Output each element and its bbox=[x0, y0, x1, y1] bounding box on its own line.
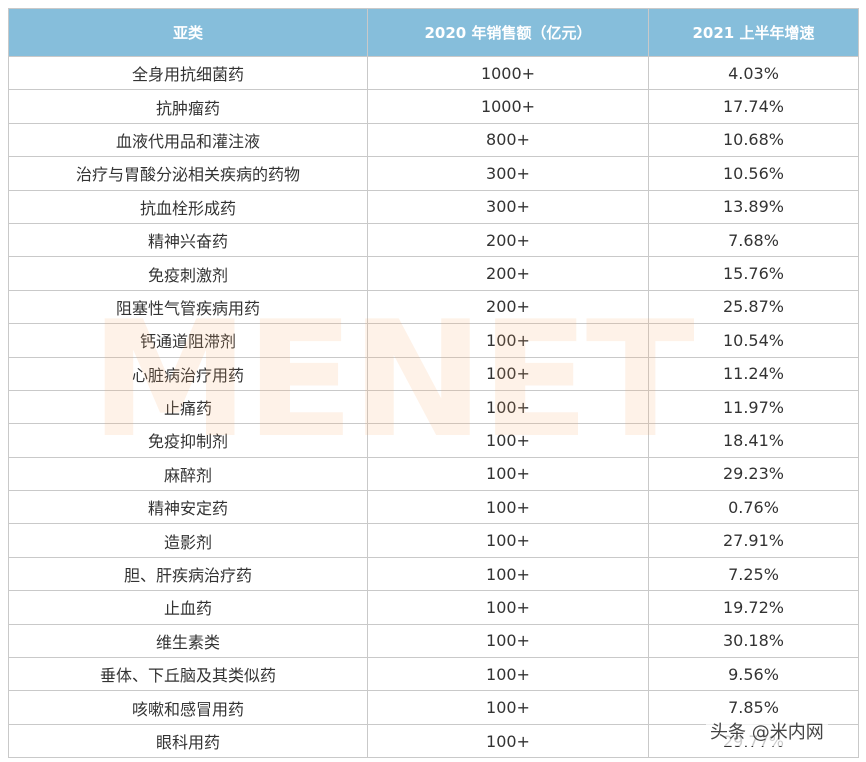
table-row: 造影剂 100+ 27.91% bbox=[8, 523, 859, 558]
table-cell: 200+ bbox=[367, 222, 649, 258]
table-cell: 100+ bbox=[367, 456, 649, 492]
table-row: 抗血栓形成药 300+ 13.89% bbox=[8, 189, 859, 224]
table-cell: 0.76% bbox=[648, 490, 859, 525]
table-row: 阻塞性气管疾病用药 200+ 25.87% bbox=[8, 289, 859, 325]
table-cell: 17.74% bbox=[648, 89, 859, 124]
table-cell: 30.18% bbox=[648, 623, 859, 659]
table-row: 治疗与胃酸分泌相关疾病的药物 300+ 10.56% bbox=[8, 156, 859, 191]
table-cell: 垂体、下丘脑及其类似药 bbox=[8, 657, 368, 692]
table-cell: 27.91% bbox=[648, 523, 859, 558]
table-cell: 4.03% bbox=[648, 55, 859, 91]
table-cell: 18.41% bbox=[648, 423, 859, 458]
table-row: 血液代用品和灌注液 800+ 10.68% bbox=[8, 122, 859, 158]
table-cell: 100+ bbox=[367, 556, 649, 592]
table-cell: 100+ bbox=[367, 623, 649, 659]
table-row: 维生素类 100+ 30.18% bbox=[8, 623, 859, 659]
table-cell: 100+ bbox=[367, 690, 649, 725]
table-cell: 13.89% bbox=[648, 189, 859, 224]
table-cell: 7.68% bbox=[648, 222, 859, 258]
table-row: 胆、肝疾病治疗药 100+ 7.25% bbox=[8, 556, 859, 592]
table-cell: 9.56% bbox=[648, 657, 859, 692]
table-row: 抗肿瘤药 1000+ 17.74% bbox=[8, 89, 859, 124]
table-cell: 精神兴奋药 bbox=[8, 222, 368, 258]
table-cell: 100+ bbox=[367, 323, 649, 358]
table-cell: 100+ bbox=[367, 356, 649, 391]
table-cell: 11.97% bbox=[648, 389, 859, 425]
table-cell: 全身用抗细菌药 bbox=[8, 55, 368, 91]
table-cell: 眼科用药 bbox=[8, 723, 368, 759]
table-row: 精神兴奋药 200+ 7.68% bbox=[8, 222, 859, 258]
data-table: 亚类 2020 年销售额（亿元） 2021 上半年增速 全身用抗细菌药 1000+ 4.… bbox=[8, 8, 859, 759]
table-cell: 25.87% bbox=[648, 289, 859, 325]
table-cell: 7.25% bbox=[648, 556, 859, 592]
table-cell: 100+ bbox=[367, 723, 649, 759]
table-cell: 维生素类 bbox=[8, 623, 368, 659]
table-cell: 心脏病治疗用药 bbox=[8, 356, 368, 391]
table-body: 全身用抗细菌药 1000+ 4.03% 抗肿瘤药 1000+ 17.74% 血液代用品和灌注… bbox=[8, 55, 859, 759]
table-cell: 钙通道阻滞剂 bbox=[8, 323, 368, 358]
table-cell: 10.56% bbox=[648, 156, 859, 191]
table-cell: 100+ bbox=[367, 490, 649, 525]
table-cell: 100+ bbox=[367, 657, 649, 692]
table-row: 全身用抗细菌药 1000+ 4.03% bbox=[8, 55, 859, 91]
table-cell: 止痛药 bbox=[8, 389, 368, 425]
table-cell: 10.68% bbox=[648, 122, 859, 158]
table-row: 钙通道阻滞剂 100+ 10.54% bbox=[8, 323, 859, 358]
table-cell: 抗血栓形成药 bbox=[8, 189, 368, 224]
table-cell: 治疗与胃酸分泌相关疾病的药物 bbox=[8, 156, 368, 191]
table-cell: 29.23% bbox=[648, 456, 859, 492]
table-cell: 胆、肝疾病治疗药 bbox=[8, 556, 368, 592]
table-cell: 1000+ bbox=[367, 89, 649, 124]
table-cell: 止血药 bbox=[8, 590, 368, 625]
table-row: 免疫抑制剂 100+ 18.41% bbox=[8, 423, 859, 458]
credit: 头条 @米内网 bbox=[706, 716, 828, 746]
table-cell: 800+ bbox=[367, 122, 649, 158]
table-cell: 10.54% bbox=[648, 323, 859, 358]
table-cell: 100+ bbox=[367, 590, 649, 625]
table-cell: 免疫刺激剂 bbox=[8, 256, 368, 291]
table-row: 心脏病治疗用药 100+ 11.24% bbox=[8, 356, 859, 391]
table-cell: 造影剂 bbox=[8, 523, 368, 558]
table-cell: 300+ bbox=[367, 156, 649, 191]
table-cell: 咳嗽和感冒用药 bbox=[8, 690, 368, 725]
header-cell: 2021 上半年增速 bbox=[648, 8, 859, 57]
table-row: 免疫刺激剂 200+ 15.76% bbox=[8, 256, 859, 291]
table-row: 麻醉剂 100+ 29.23% bbox=[8, 456, 859, 492]
table-cell: 1000+ bbox=[367, 55, 649, 91]
table-cell: 100+ bbox=[367, 389, 649, 425]
table-row: 止血药 100+ 19.72% bbox=[8, 590, 859, 625]
table-cell: 血液代用品和灌注液 bbox=[8, 122, 368, 158]
table-cell: 抗肿瘤药 bbox=[8, 89, 368, 124]
table-cell: 11.24% bbox=[648, 356, 859, 391]
table-row: 止痛药 100+ 11.97% bbox=[8, 389, 859, 425]
table-row: 咳嗽和感冒用药 100+ 7.85% bbox=[8, 690, 859, 725]
table-cell: 免疫抑制剂 bbox=[8, 423, 368, 458]
table-cell: 300+ bbox=[367, 189, 649, 224]
header-cell: 2020 年销售额（亿元） bbox=[367, 8, 649, 57]
table-cell: 阻塞性气管疾病用药 bbox=[8, 289, 368, 325]
table-cell: 200+ bbox=[367, 256, 649, 291]
table-cell: 100+ bbox=[367, 423, 649, 458]
table-cell: 200+ bbox=[367, 289, 649, 325]
table-cell: 麻醉剂 bbox=[8, 456, 368, 492]
table-row: 垂体、下丘脑及其类似药 100+ 9.56% bbox=[8, 657, 859, 692]
table-cell: 精神安定药 bbox=[8, 490, 368, 525]
table-row: 精神安定药 100+ 0.76% bbox=[8, 490, 859, 525]
table-cell: 100+ bbox=[367, 523, 649, 558]
table-cell: 15.76% bbox=[648, 256, 859, 291]
header-cell: 亚类 bbox=[8, 8, 368, 57]
header-row: 亚类 2020 年销售额（亿元） 2021 上半年增速 bbox=[8, 8, 859, 57]
table-header: 亚类 2020 年销售额（亿元） 2021 上半年增速 bbox=[8, 8, 859, 57]
table-cell: 19.72% bbox=[648, 590, 859, 625]
